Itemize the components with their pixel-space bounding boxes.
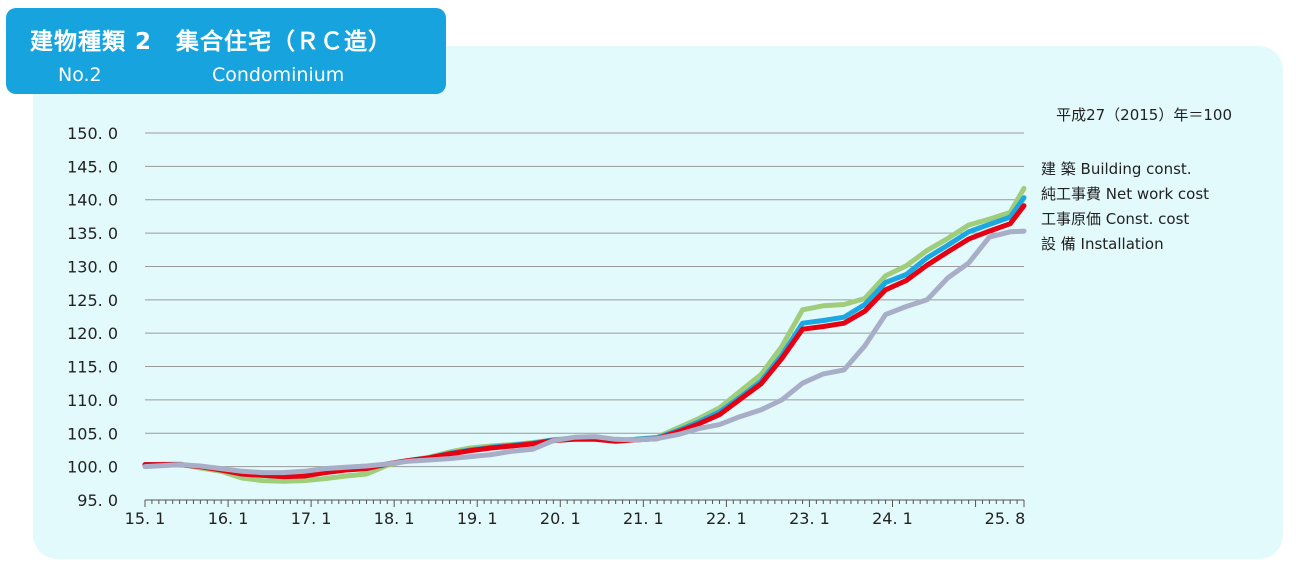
y-axis-tick-labels: 95. 0 100. 0 105. 0 110. 0 115. 0 120. 0 125. … (67, 124, 118, 510)
series-line (142, 228, 1027, 476)
chart-title: 建物種類 2 集合住宅（ＲＣ造） (30, 29, 393, 55)
base-year-label: 平成27（2015）年＝100 (1056, 106, 1232, 124)
series-line (142, 203, 1027, 480)
x-tick-label: 20. 1 (540, 509, 581, 528)
chart-number: No.2 (58, 64, 102, 86)
y-tick-label: 150. 0 (67, 124, 118, 143)
x-tick-label: 21. 1 (623, 509, 664, 528)
x-tick-label: 22. 1 (706, 509, 747, 528)
y-tick-label: 130. 0 (67, 257, 118, 276)
series-lines (142, 185, 1027, 484)
x-tick-label: 17. 1 (291, 509, 332, 528)
x-tick-label: 15. 1 (125, 509, 166, 528)
y-tick-label: 140. 0 (67, 191, 118, 210)
chart-subtitle: Condominium (212, 64, 345, 86)
y-tick-label: 120. 0 (67, 324, 118, 343)
legend-label: 工事原価 Const. cost (1041, 210, 1189, 228)
legend-label: 設 備 Installation (1041, 235, 1164, 253)
title-box: 建物種類 2 集合住宅（ＲＣ造） No.2 Condominium (6, 8, 446, 94)
legend-label: 純工事費 Net work cost (1041, 185, 1209, 203)
x-tick-label: 24. 1 (872, 509, 913, 528)
x-tick-label: 25. 8 (985, 509, 1026, 528)
legend: 建 築 Building const. 純工事費 Net work cost 工事原… (1041, 160, 1209, 253)
y-tick-label: 145. 0 (67, 157, 118, 176)
x-tick-label: 16. 1 (208, 509, 249, 528)
y-gridlines (145, 132, 1024, 468)
x-axis (144, 499, 1025, 507)
x-axis-tick-labels: 15. 1 16. 1 17. 1 18. 1 19. 1 20. 1 21. 1 22. 1… (125, 509, 1026, 528)
legend-label: 建 築 Building const. (1041, 160, 1192, 178)
x-tick-label: 19. 1 (457, 509, 498, 528)
x-tick-label: 18. 1 (374, 509, 415, 528)
y-tick-label: 125. 0 (67, 291, 118, 310)
y-tick-label: 115. 0 (67, 358, 118, 377)
y-tick-label: 95. 0 (77, 491, 118, 510)
y-tick-label: 110. 0 (67, 391, 118, 410)
y-tick-label: 105. 0 (67, 424, 118, 443)
x-tick-label: 23. 1 (789, 509, 830, 528)
y-tick-label: 135. 0 (67, 224, 118, 243)
y-tick-label: 100. 0 (67, 458, 118, 477)
